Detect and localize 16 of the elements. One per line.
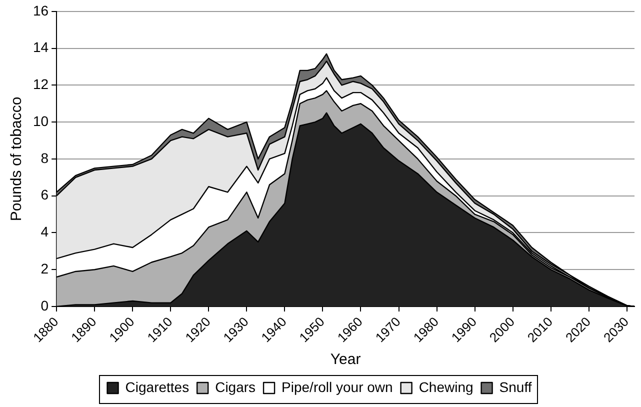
- legend-label: Snuff: [499, 378, 532, 395]
- y-tick-label: 14: [32, 39, 49, 56]
- legend-label: Pipe/roll your own: [282, 378, 393, 395]
- y-tick-label: 4: [40, 224, 49, 240]
- y-tick-label: 16: [32, 2, 49, 18]
- x-axis-title: Year: [330, 351, 361, 368]
- legend-label: Cigars: [215, 378, 256, 395]
- y-tick-label: 0: [40, 297, 49, 314]
- y-axis-title: Pounds of tobacco: [8, 96, 26, 222]
- y-tick-label: 10: [32, 112, 49, 129]
- y-tick-label: 12: [32, 76, 49, 92]
- legend-label: Chewing: [418, 378, 474, 395]
- y-tick-label: 8: [40, 150, 49, 166]
- legend-label: Cigarettes: [125, 378, 190, 395]
- y-tick-label: 6: [40, 186, 49, 203]
- y-tick-label: 2: [40, 260, 49, 276]
